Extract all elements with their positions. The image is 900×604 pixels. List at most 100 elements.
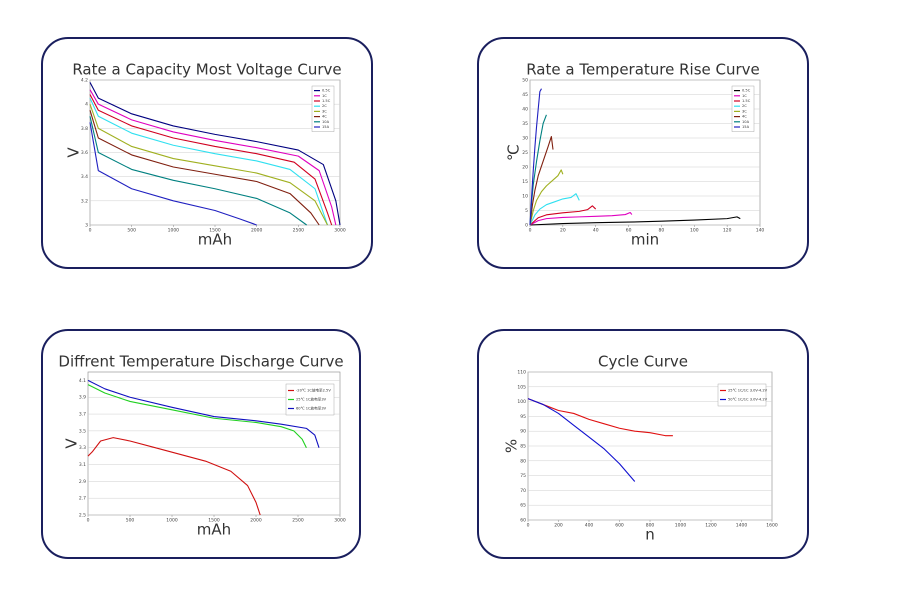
y-tick-label: 60: [520, 518, 526, 524]
legend-label: 15A: [322, 125, 330, 129]
x-tick-label: 1200: [705, 523, 717, 529]
legend-label: 25℃ 1C放电至3V: [296, 397, 327, 402]
y-tick-label: 70: [520, 488, 526, 494]
y-tick-label: 75: [520, 473, 526, 479]
x-tick-label: 2500: [293, 228, 305, 234]
y-tick-label: 25: [522, 150, 528, 156]
data-line: [87, 437, 261, 516]
y-tick-label: 10: [522, 194, 528, 200]
y-tick-label: 3.9: [79, 395, 86, 401]
x-tick-label: 2000: [251, 228, 263, 234]
legend-label: 0.5C: [322, 89, 331, 93]
chart-title: Rate a Capacity Most Voltage Curve: [72, 61, 341, 79]
legend-label: 50℃ 1C/1C 3.0V-4.2V: [728, 398, 768, 402]
y-tick-label: 3.5: [79, 428, 86, 434]
data-line: [527, 398, 636, 482]
x-tick-label: 20: [560, 228, 566, 234]
legend-label: 1C: [742, 94, 747, 98]
y-tick-label: 15: [522, 179, 528, 185]
y-tick-label: 2.5: [79, 513, 86, 519]
data-line: [529, 136, 554, 226]
chart-title: Rate a Temperature Rise Curve: [526, 61, 760, 79]
x-tick-label: 3000: [334, 518, 346, 524]
y-tick-label: 0: [525, 223, 528, 229]
data-line: [527, 398, 673, 437]
legend-label: 4C: [322, 115, 327, 119]
y-tick-label: 3.3: [79, 445, 86, 451]
y-tick-label: 3.4: [81, 174, 88, 180]
x-tick-label: 600: [615, 523, 624, 529]
chart-panel: 60 65 70 75 80 85 90 95 100 105 110 0 200 400 600 800 10…: [477, 329, 809, 559]
x-tick-label: 800: [646, 523, 655, 529]
data-line: [529, 88, 542, 226]
x-tick-label: 1500: [209, 228, 221, 234]
x-tick-label: 200: [554, 523, 563, 529]
x-tick-label: 80: [659, 228, 665, 234]
data-line: [529, 193, 580, 226]
x-axis-label: min: [631, 231, 659, 249]
x-tick-label: 1000: [675, 523, 687, 529]
x-tick-label: 40: [593, 228, 599, 234]
data-line: [89, 122, 257, 226]
x-tick-label: 2000: [250, 518, 262, 524]
chart-panel: 0 5 10 15 20 25 30 35 40 45 50 0 20 40 60 80 100 120 140 0.…: [477, 37, 809, 269]
y-tick-label: 35: [522, 121, 528, 127]
legend-label: 15A: [742, 125, 750, 129]
y-tick-label: 4: [85, 102, 88, 108]
y-axis-label: %: [503, 439, 521, 453]
legend-label: 1.5C: [322, 99, 331, 103]
x-tick-label: 60: [626, 228, 632, 234]
legend-label: 2C: [742, 104, 747, 108]
x-axis-label: n: [645, 526, 655, 544]
legend-label: 10A: [742, 120, 750, 124]
y-axis-label: ℃: [505, 144, 523, 161]
legend-label: 25℃ 1C/1C 3.0V-4.2V: [728, 389, 768, 393]
x-tick-label: 1000: [168, 228, 180, 234]
legend-label: 2C: [322, 104, 327, 108]
legend-box: [731, 85, 755, 132]
y-tick-label: 5: [525, 208, 528, 214]
x-tick-label: 0: [527, 523, 530, 529]
data-line: [89, 103, 328, 226]
legend-label: 3C: [322, 109, 327, 113]
legend-label: 4C: [742, 115, 747, 119]
chart-title: Cycle Curve: [598, 353, 688, 371]
data-line: [89, 89, 337, 226]
x-tick-label: 0: [89, 228, 92, 234]
data-line: [89, 94, 333, 226]
y-tick-label: 45: [522, 92, 528, 98]
data-line: [89, 82, 341, 226]
y-tick-label: 90: [520, 429, 526, 435]
y-tick-label: 20: [522, 165, 528, 171]
x-tick-label: 1500: [208, 518, 220, 524]
data-line: [87, 384, 307, 448]
y-tick-label: 85: [520, 444, 526, 450]
legend-label: 3C: [742, 109, 747, 113]
x-tick-label: 3000: [334, 228, 346, 234]
x-tick-label: 100: [690, 228, 699, 234]
x-tick-label: 1400: [736, 523, 748, 529]
y-tick-label: 95: [520, 414, 526, 420]
y-tick-label: 30: [522, 136, 528, 142]
y-tick-label: 3.2: [81, 198, 88, 204]
y-tick-label: 3.8: [81, 126, 88, 132]
x-tick-label: 140: [756, 228, 765, 234]
x-tick-label: 1000: [166, 518, 178, 524]
y-tick-label: 80: [520, 458, 526, 464]
y-tick-label: 3.1: [79, 462, 86, 468]
data-line: [529, 205, 597, 226]
y-tick-label: 3.7: [79, 412, 86, 418]
chart-title: Diffrent Temperature Discharge Curve: [58, 353, 343, 371]
legend-label: 1C: [322, 94, 327, 98]
y-tick-label: 40: [522, 107, 528, 113]
chart-panel: 3 3.2 3.4 3.6 3.8 4 4.2 0 500 1000 1500 2000 2500 300…: [41, 37, 373, 269]
data-line: [89, 110, 320, 226]
data-line: [89, 97, 329, 226]
y-tick-label: 50: [522, 78, 528, 84]
y-tick-label: 4.2: [81, 78, 88, 84]
x-axis-label: mAh: [198, 231, 232, 249]
legend-box: [717, 383, 767, 407]
y-tick-label: 100: [517, 399, 526, 405]
legend-label: 60℃ 1C放电至3V: [296, 406, 327, 411]
y-tick-label: 4.1: [79, 378, 86, 384]
